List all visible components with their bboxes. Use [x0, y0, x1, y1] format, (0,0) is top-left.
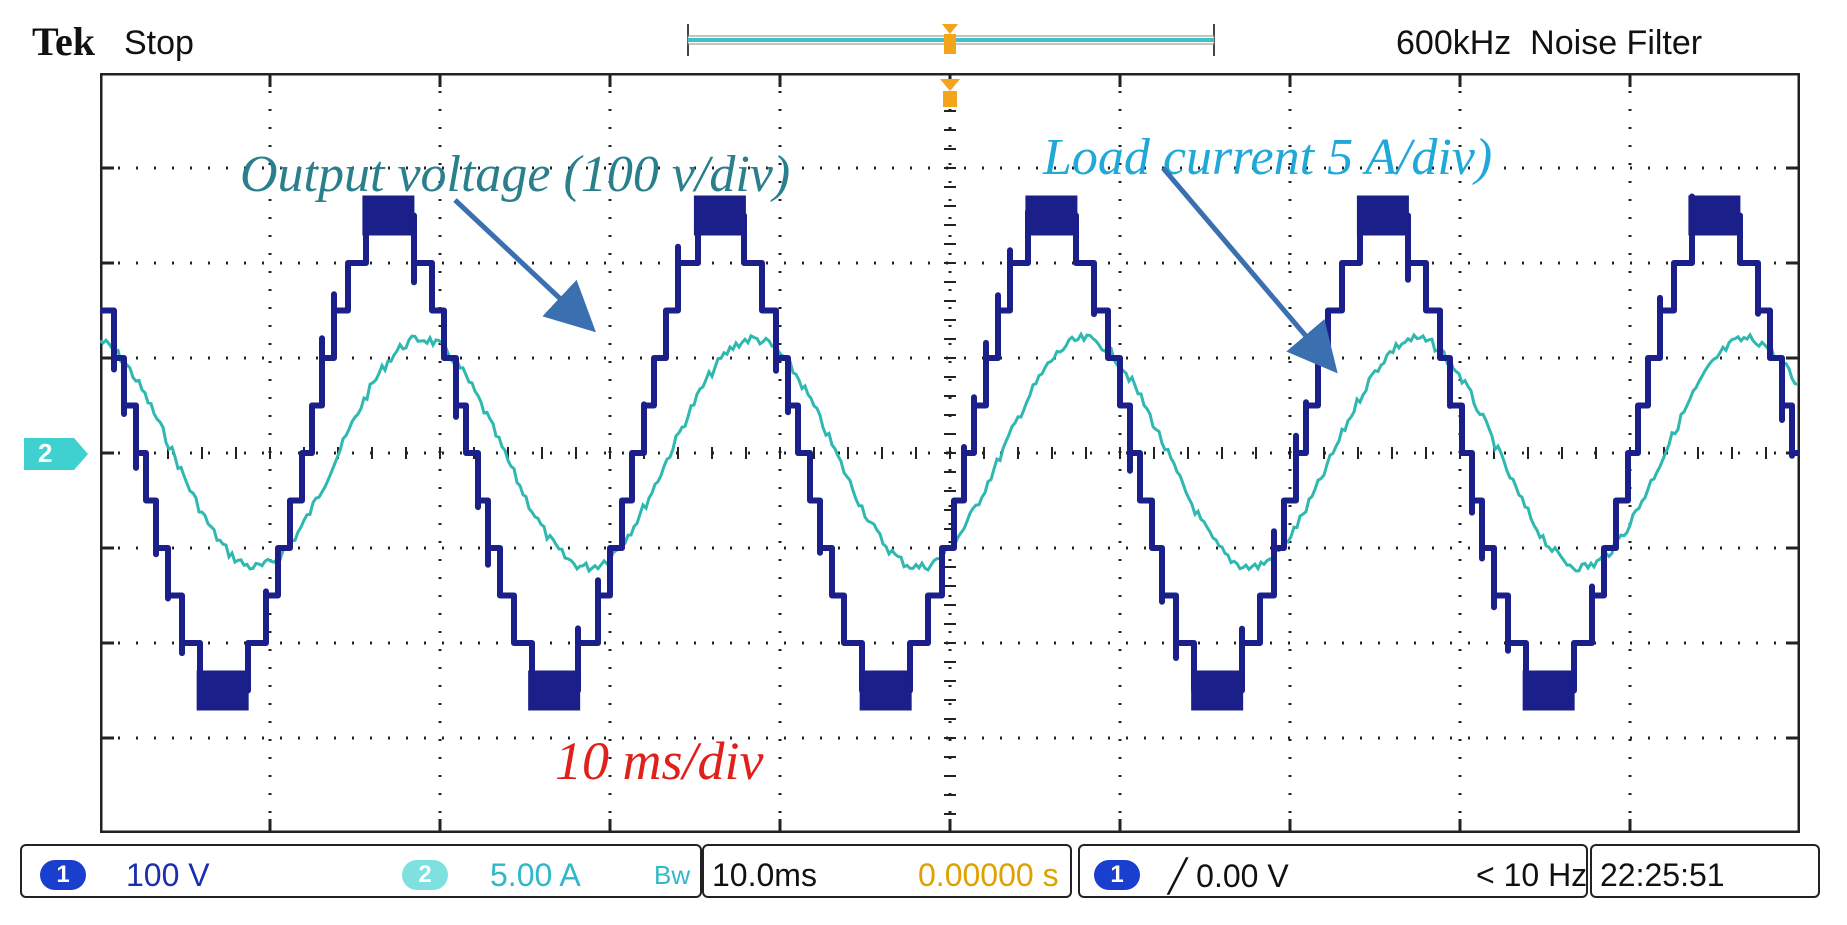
output-voltage-trace — [100, 193, 1800, 711]
noise-filter-readout: 600kHz Noise Filter — [1396, 24, 1703, 62]
trigger-frequency: < 10 Hz — [1476, 857, 1588, 893]
peak-pwm-block — [1356, 195, 1409, 236]
peak-pwm-block — [1688, 195, 1741, 236]
channel-readout-box[interactable]: 1 100 V 2 5.00 A Bᴡ — [20, 844, 702, 898]
time-offset-readout: 0.00000 s — [918, 857, 1059, 893]
trigger-marker-icon — [940, 79, 960, 107]
peak-pwm-block — [528, 670, 581, 711]
timebase-readout: 10.0ms — [712, 857, 817, 893]
ch2-ground-marker[interactable]: 2 — [24, 436, 90, 472]
current-annotation: Load current 5 A/div) — [1043, 129, 1493, 186]
bandwidth-limit-icon: Bᴡ — [654, 860, 691, 890]
peak-pwm-block — [693, 195, 746, 236]
acquisition-state: Stop — [124, 24, 194, 62]
ch2-marker-icon — [24, 438, 88, 470]
horizontal-readout-box[interactable]: 10.0ms 0.00000 s — [702, 844, 1072, 898]
ch2-marker-label: 2 — [38, 438, 53, 468]
ch2-badge[interactable]: 2 — [402, 860, 448, 890]
record-view-bar[interactable] — [686, 20, 1216, 60]
peak-pwm-block — [362, 195, 415, 236]
scope-header: Tek Stop 600kHz Noise Filter — [0, 0, 1847, 70]
peak-pwm-block — [1522, 670, 1575, 711]
ch2-scale: 5.00 A — [490, 857, 581, 893]
ch1-scale: 100 V — [126, 857, 210, 893]
peak-pwm-block — [1191, 670, 1244, 711]
brand-logo: Tek — [32, 19, 96, 64]
peak-pwm-block — [859, 670, 912, 711]
waveform-display[interactable] — [100, 73, 1800, 833]
trigger-position-icon — [942, 24, 958, 54]
trigger-readout-box[interactable]: 1 ╱ 0.00 V < 10 Hz — [1078, 844, 1588, 898]
trigger-source-badge[interactable]: 1 — [1094, 860, 1140, 890]
trigger-level: ╱ 0.00 V — [1168, 858, 1289, 894]
ch1-badge[interactable]: 1 — [40, 860, 86, 890]
clock-box: 22:25:51 — [1590, 844, 1820, 898]
peak-pwm-block — [1025, 195, 1078, 236]
clock-readout: 22:25:51 — [1600, 857, 1725, 893]
voltage-annotation: Output voltage (100 v/div) — [240, 146, 791, 203]
status-bar: 1 100 V 2 5.00 A Bᴡ 10.0ms 0.00000 s 1 ╱… — [0, 838, 1847, 908]
peak-pwm-block — [196, 670, 249, 711]
timebase-annotation: 10 ms/div — [555, 731, 764, 791]
